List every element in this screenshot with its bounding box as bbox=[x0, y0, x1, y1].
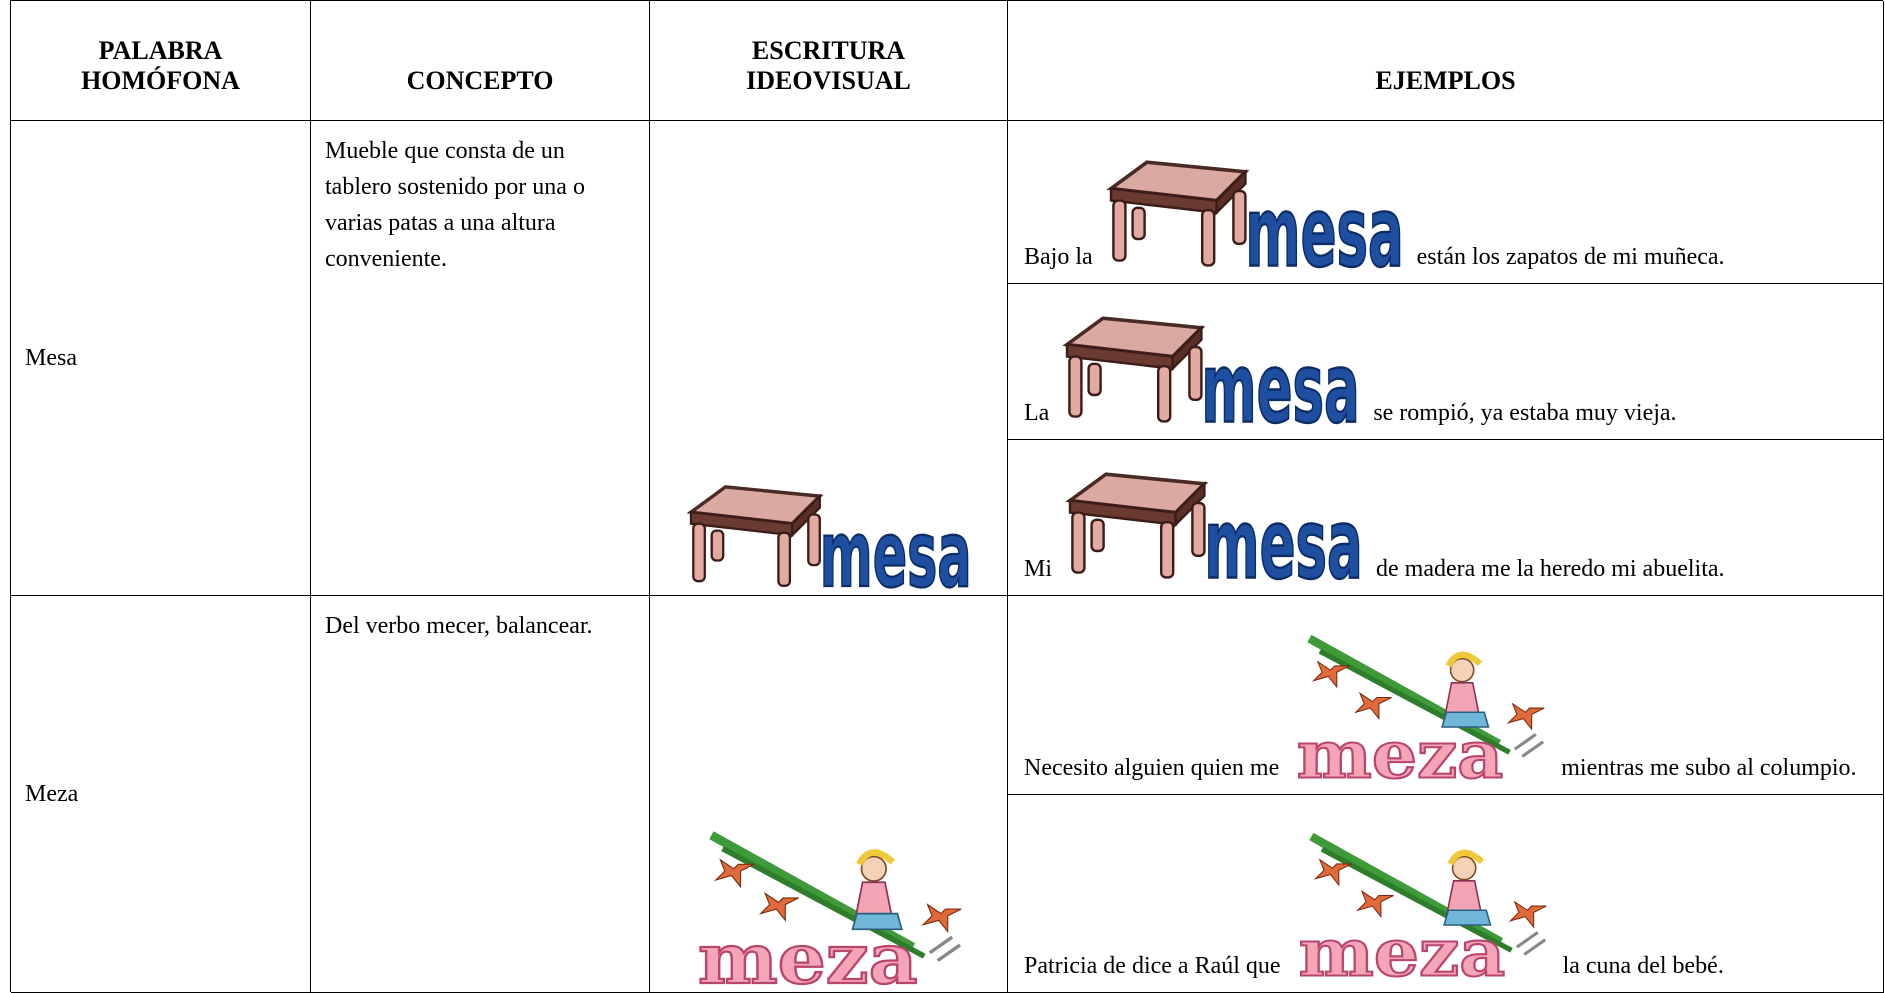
example-sentence: La mesa se rompió, ya estaba muy vieja. bbox=[1024, 311, 1677, 446]
header-cell: EJEMPLOS bbox=[1008, 1, 1884, 121]
example-cell: Bajo la mesa están los zapatos de mi muñ… bbox=[1008, 121, 1884, 290]
example-after: mientras me subo al columpio. bbox=[1561, 755, 1857, 782]
meza-illustration: meza bbox=[1297, 832, 1547, 993]
header-cell: ESCRITURA IDEOVISUAL bbox=[650, 1, 1008, 121]
illustration-word: meza bbox=[1297, 718, 1503, 786]
header-text: EJEMPLOS bbox=[1375, 66, 1516, 96]
illustration-word: mesa bbox=[1204, 488, 1362, 587]
mesa-illustration: mesa bbox=[685, 485, 972, 595]
header-text: PALABRA bbox=[98, 36, 223, 66]
concept-cell: Mueble que consta de un tablero sostenid… bbox=[311, 121, 650, 596]
example-after: la cuna del bebé. bbox=[1562, 953, 1724, 980]
example-sentence: Mi mesa de madera me la heredo mi abueli… bbox=[1024, 467, 1725, 602]
example-after: se rompió, ya estaba muy vieja. bbox=[1373, 400, 1677, 427]
example-before: Mi bbox=[1024, 556, 1053, 583]
header-cell: PALABRA HOMÓFONA bbox=[11, 1, 311, 121]
word-cell: Mesa bbox=[11, 121, 311, 596]
example-cell: Patricia de dice a Raúl que meza la cuna… bbox=[1008, 795, 1884, 993]
illustration-word: meza bbox=[1298, 916, 1504, 984]
example-sentence: Bajo la mesa están los zapatos de mi muñ… bbox=[1024, 155, 1725, 290]
illustration-word: mesa bbox=[1202, 332, 1360, 431]
illustration-word: mesa bbox=[819, 501, 971, 595]
header-text: HOMÓFONA bbox=[81, 66, 240, 96]
concept-cell: Del verbo mecer, balancear. bbox=[311, 596, 650, 993]
header-text: ESCRITURA bbox=[751, 36, 906, 66]
mesa-illustration: mesa bbox=[1062, 316, 1361, 446]
example-before: Bajo la bbox=[1024, 244, 1093, 271]
word-cell: Meza bbox=[11, 596, 311, 993]
meza-illustration: meza bbox=[1296, 634, 1545, 795]
ideovisual-cell: mesa bbox=[650, 121, 1008, 596]
header-cell: CONCEPTO bbox=[311, 1, 650, 121]
example-before: La bbox=[1024, 400, 1050, 427]
mesa-illustration: mesa bbox=[1065, 472, 1364, 602]
header-text: IDEOVISUAL bbox=[746, 66, 911, 96]
example-cell: Necesito alguien quien me meza mientras … bbox=[1008, 596, 1884, 795]
homophone-table: PALABRA HOMÓFONA CONCEPTO ESCRITURA IDEOVISU… bbox=[10, 0, 1884, 993]
example-before: Necesito alguien quien me bbox=[1024, 755, 1280, 782]
example-after: están los zapatos de mi muñeca. bbox=[1416, 244, 1725, 271]
example-cell: Mi mesa de madera me la heredo mi abueli… bbox=[1008, 440, 1884, 602]
ideovisual-cell: meza bbox=[650, 596, 1008, 993]
example-sentence: Patricia de dice a Raúl que meza la cuna… bbox=[1024, 826, 1724, 993]
illustration-word: mesa bbox=[1245, 176, 1403, 275]
header-text: CONCEPTO bbox=[406, 66, 554, 96]
example-sentence: Necesito alguien quien me meza mientras … bbox=[1024, 628, 1857, 795]
example-after: de madera me la heredo mi abuelita. bbox=[1376, 556, 1725, 583]
mesa-illustration: mesa bbox=[1105, 160, 1405, 290]
illustration-word: meza bbox=[697, 919, 917, 992]
meza-illustration: meza bbox=[696, 831, 961, 992]
example-before: Patricia de dice a Raúl que bbox=[1024, 953, 1281, 980]
example-cell: La mesa se rompió, ya estaba muy vieja. bbox=[1008, 284, 1884, 446]
